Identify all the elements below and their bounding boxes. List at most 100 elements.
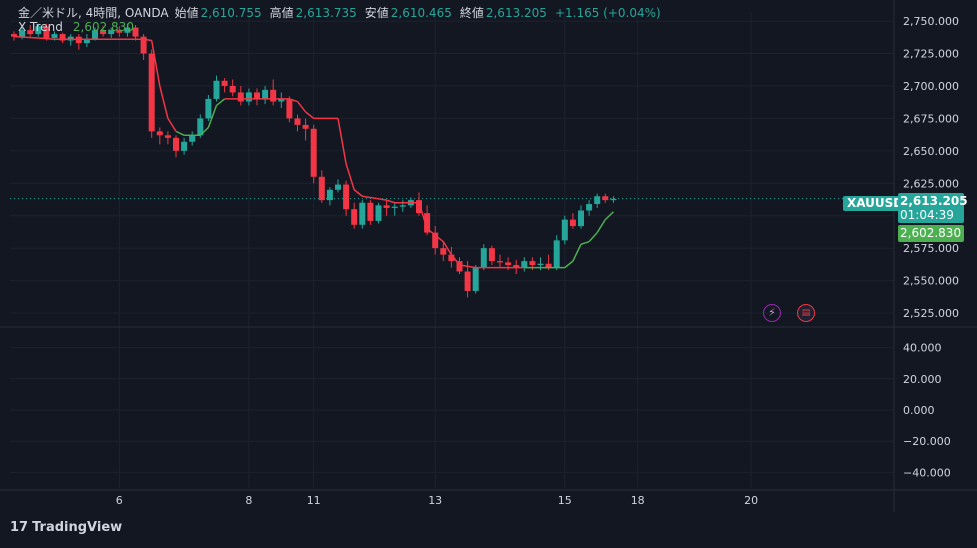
- candle-body: [578, 210, 584, 227]
- low-value: 2,610.465: [390, 5, 452, 20]
- brand-footer[interactable]: 𝟭𝟳 TradingView: [10, 520, 122, 535]
- xtrend-line-segment: [386, 199, 395, 204]
- open-label: 始値: [174, 6, 199, 20]
- candle-body: [92, 30, 98, 40]
- indicator-legend[interactable]: X Trend 2,602.830: [18, 20, 142, 34]
- candle-body: [326, 189, 333, 201]
- time-tick-label: 8: [245, 494, 252, 507]
- price-tick-label: 2,525.000: [903, 307, 959, 320]
- price-tick-label: 2,725.000: [903, 48, 959, 61]
- candle-body: [27, 30, 34, 35]
- osc-tick-label: 40.000: [903, 342, 942, 355]
- xtrend-line-segment: [150, 40, 161, 87]
- osc-tick-label: 0.000: [903, 404, 935, 417]
- lightning-icon[interactable]: ⚡: [763, 304, 781, 322]
- candle-body: [594, 196, 601, 205]
- candle-body: [270, 89, 277, 102]
- indicator-value: 2,602.830: [72, 20, 134, 34]
- candle-body: [229, 85, 236, 93]
- indicator-name[interactable]: X Trend: [18, 20, 63, 34]
- candle-body: [173, 137, 179, 151]
- xtrend-line-segment: [337, 118, 347, 164]
- candle-body: [221, 80, 228, 86]
- xtrend-line-segment: [13, 35, 39, 39]
- xtrend-line-segment: [345, 163, 355, 190]
- symbol-title[interactable]: 金／米ドル, 4時間, OANDA: [18, 6, 169, 20]
- candle-body: [35, 26, 42, 35]
- candle-body: [537, 263, 544, 266]
- us-flag-icon[interactable]: ▤: [797, 304, 815, 322]
- candle-body: [19, 30, 26, 37]
- xtrend-line-segment: [450, 254, 461, 266]
- candle-body: [359, 202, 366, 225]
- candle-body: [440, 248, 447, 255]
- high-value: 2,613.735: [295, 5, 357, 20]
- candle-body: [116, 30, 123, 33]
- candle-body: [505, 262, 512, 266]
- candle-body: [383, 205, 390, 208]
- xtrend-line-segment: [434, 234, 444, 243]
- candle-body: [205, 98, 212, 119]
- candle-body: [100, 30, 107, 35]
- candle-body: [416, 200, 422, 214]
- candle-body: [610, 198, 617, 201]
- xtrend-line-segment: [167, 117, 177, 132]
- candle-body: [156, 131, 163, 136]
- price-tick-label: 2,750.000: [903, 15, 959, 28]
- xtrend-line-segment: [353, 189, 363, 197]
- candle-body: [189, 135, 196, 142]
- candle-body: [529, 261, 536, 266]
- candle-body: [545, 263, 552, 268]
- candle-body: [513, 265, 520, 268]
- candle-body: [399, 205, 406, 207]
- symbol-price-tag: XAUUSD: [843, 196, 908, 211]
- candle-body: [132, 27, 139, 37]
- candle-body: [148, 53, 155, 132]
- candle-body: [294, 118, 301, 125]
- xtrend-line-segment: [459, 264, 476, 269]
- xtrend-line-segment: [175, 130, 185, 136]
- candle-body: [140, 36, 147, 54]
- candle-body: [488, 248, 495, 262]
- candle-body: [424, 213, 431, 233]
- xtrend-line-segment: [305, 111, 315, 119]
- price-tick-label: 2,575.000: [903, 242, 959, 255]
- candle-body: [375, 205, 382, 221]
- osc-tick-label: −20.000: [903, 435, 951, 448]
- time-tick-label: 6: [116, 494, 123, 507]
- candle-body: [43, 26, 50, 38]
- candle-body: [464, 271, 471, 291]
- candle-body: [448, 254, 455, 262]
- osc-tick-label: −40.000: [903, 466, 951, 479]
- candle-body: [286, 98, 293, 119]
- candle-body: [521, 261, 528, 268]
- ohlc-header: 金／米ドル, 4時間, OANDA 始値 2,610.755 高値 2,613.…: [18, 4, 669, 21]
- candle-body: [335, 184, 341, 190]
- last-price-value: 2,613.205: [900, 194, 968, 208]
- candle-body: [480, 248, 487, 268]
- candle-body: [586, 204, 593, 211]
- candle-body: [237, 92, 244, 102]
- candle-body: [213, 80, 220, 99]
- candle-body: [367, 202, 374, 221]
- candle-body: [472, 267, 479, 291]
- candle-body: [164, 135, 171, 138]
- close-label: 終値: [459, 6, 484, 20]
- candle-body: [318, 176, 325, 201]
- time-tick-label: 20: [744, 494, 758, 507]
- osc-tick-label: 20.000: [903, 373, 942, 386]
- xtrend-line-segment: [564, 260, 574, 269]
- candle-body: [108, 30, 115, 35]
- candle-body: [497, 261, 503, 263]
- candle-body: [83, 39, 90, 44]
- candle-body: [391, 206, 398, 208]
- candle-body: [456, 261, 463, 272]
- xtrend-line-segment: [289, 98, 298, 103]
- candle-body: [262, 89, 269, 99]
- candle-body: [124, 27, 131, 33]
- time-tick-label: 15: [558, 494, 572, 507]
- xtrend-line-segment: [38, 37, 55, 40]
- xtrend-line-segment: [588, 232, 598, 243]
